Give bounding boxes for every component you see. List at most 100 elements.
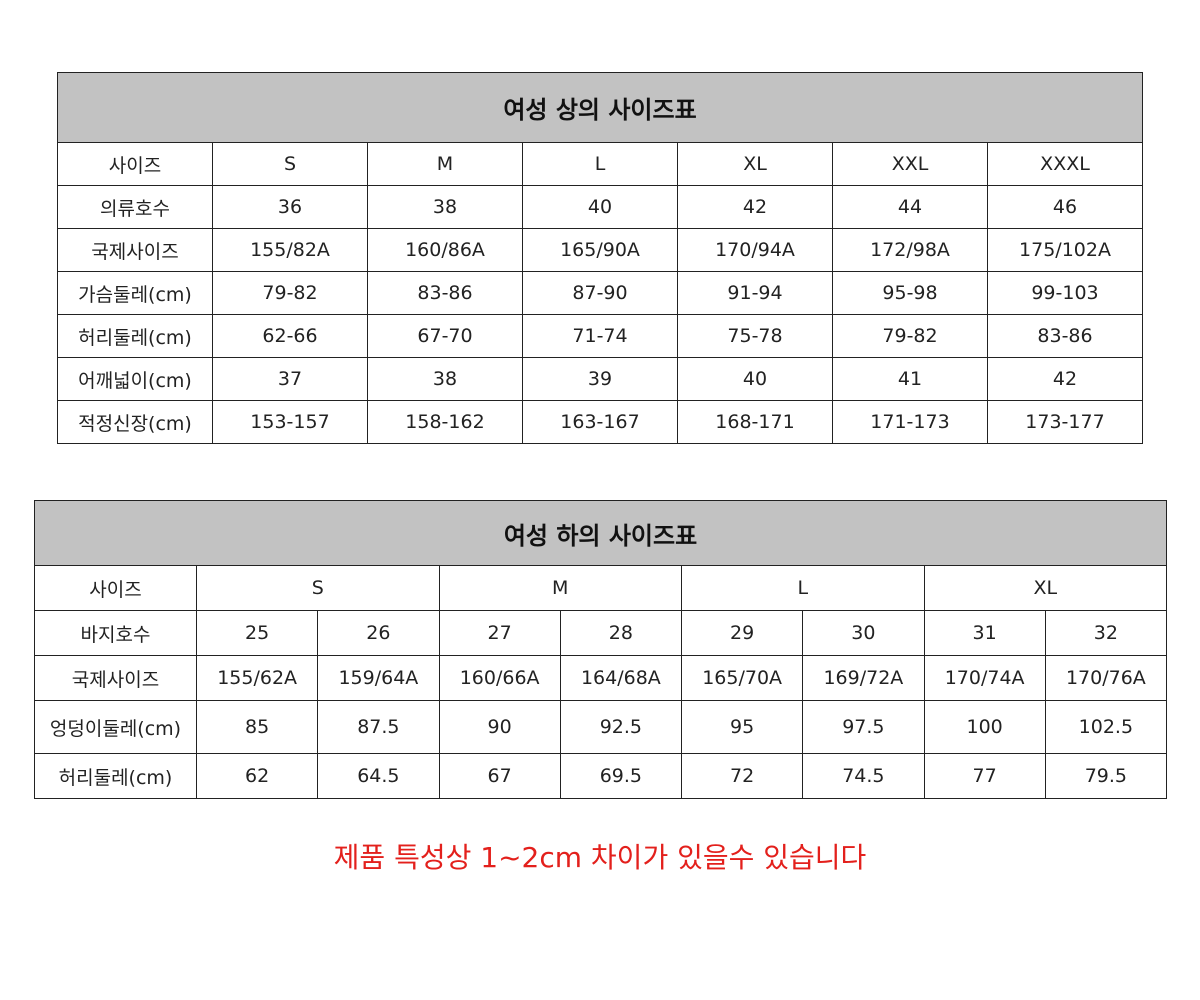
table-cell: 40 [677,357,833,401]
table-cell: 62-66 [212,314,368,358]
table-cell: 92.5 [559,700,683,754]
table-row: 허리둘레(cm) 62 64.5 67 69.5 72 74.5 77 79.5 [34,753,1168,799]
table-cell: 26 [317,610,440,656]
bottom-table-title: 여성 하의 사이즈표 [34,500,1167,566]
table-cell: 42 [987,357,1143,401]
table-cell: 91-94 [677,271,833,315]
row-label: 엉덩이둘레(cm) [34,700,197,754]
table-cell: 87-90 [522,271,678,315]
table-cell: 29 [680,610,804,656]
table-cell: 37 [212,357,368,401]
table-cell: 170/94A [677,228,833,272]
table-cell: 163-167 [522,400,678,444]
bottom-size-table: 여성 하의 사이즈표 사이즈 S M L XL 바지호수 25 26 27 28 29 30… [34,500,1168,799]
row-label: 허리둘레(cm) [57,314,213,358]
table-row: 허리둘레(cm) 62-66 67-70 71-74 75-78 79-82 83-86 [57,314,1143,358]
table-cell: 83-86 [367,271,523,315]
table-row: 사이즈 S M L XL XXL XXXL [57,142,1143,186]
table-cell: 168-171 [677,400,833,444]
table-cell: 67 [438,753,561,799]
table-cell: 69.5 [559,753,683,799]
table-cell: 102.5 [1044,700,1168,754]
table-cell: 46 [987,185,1143,229]
table-cell: 38 [367,185,523,229]
table-cell: 79-82 [832,314,988,358]
table-cell: 173-177 [987,400,1143,444]
table-cell: 77 [923,753,1046,799]
table-cell: 155/82A [212,228,368,272]
table-row: 국제사이즈 155/82A 160/86A 165/90A 170/94A 172/98A… [57,228,1143,272]
table-cell: 95 [680,700,804,754]
row-label: 국제사이즈 [34,655,197,701]
table-cell: 165/90A [522,228,678,272]
row-label: 바지호수 [34,610,197,656]
table-cell: 28 [559,610,683,656]
row-label: 가슴둘레(cm) [57,271,213,315]
table-cell: 171-173 [832,400,988,444]
table-cell: 39 [522,357,678,401]
table-cell: 40 [522,185,678,229]
table-cell: 160/86A [367,228,523,272]
table-row: 의류호수 36 38 40 42 44 46 [57,185,1143,229]
table-row: 가슴둘레(cm) 79-82 83-86 87-90 91-94 95-98 99-103 [57,271,1143,315]
row-label: 사이즈 [57,142,213,186]
table-cell: 175/102A [987,228,1143,272]
table-cell: 169/72A [802,655,925,701]
row-label: 적정신장(cm) [57,400,213,444]
row-label: 어깨넓이(cm) [57,357,213,401]
size-cell: S [196,565,440,611]
table-cell: 25 [195,610,319,656]
table-cell: 99-103 [987,271,1143,315]
table-cell: 85 [195,700,319,754]
table-cell: 62 [195,753,319,799]
row-label: 의류호수 [57,185,213,229]
table-cell: 170/74A [923,655,1046,701]
table-cell: 97.5 [802,700,925,754]
table-cell: L [522,142,678,186]
table-cell: XXXL [987,142,1143,186]
table-cell: 41 [832,357,988,401]
table-cell: 153-157 [212,400,368,444]
table-cell: 172/98A [832,228,988,272]
table-cell: 27 [438,610,561,656]
table-cell: 75-78 [677,314,833,358]
top-size-table: 여성 상의 사이즈표 사이즈 S M L XL XXL XXXL 의류호수 36 38 40 42 44… [57,72,1143,444]
row-label: 허리둘레(cm) [34,753,197,799]
table-cell: 164/68A [559,655,683,701]
table-cell: 42 [677,185,833,229]
table-row: 어깨넓이(cm) 37 38 39 40 41 42 [57,357,1143,401]
table-cell: 165/70A [680,655,804,701]
table-cell: 72 [680,753,804,799]
table-cell: 90 [438,700,561,754]
table-cell: 32 [1044,610,1168,656]
table-cell: 36 [212,185,368,229]
table-cell: 95-98 [832,271,988,315]
table-cell: 79.5 [1044,753,1168,799]
row-label: 사이즈 [34,565,197,611]
top-table-title: 여성 상의 사이즈표 [57,72,1143,143]
table-cell: M [367,142,523,186]
size-cell: M [438,565,682,611]
table-cell: 44 [832,185,988,229]
table-cell: 159/64A [317,655,440,701]
table-cell: 83-86 [987,314,1143,358]
table-cell: 64.5 [317,753,440,799]
table-cell: 71-74 [522,314,678,358]
table-cell: 100 [923,700,1046,754]
table-cell: 67-70 [367,314,523,358]
table-cell: XL [677,142,833,186]
table-row: 적정신장(cm) 153-157 158-162 163-167 168-171 171-… [57,400,1143,444]
table-row: 바지호수 25 26 27 28 29 30 31 32 [34,610,1168,656]
size-cell: L [681,565,925,611]
table-cell: 79-82 [212,271,368,315]
table-row: 사이즈 S M L XL [34,565,1167,611]
table-row: 국제사이즈 155/62A 159/64A 160/66A 164/68A 165/70A… [34,655,1168,701]
table-cell: S [212,142,368,186]
size-cell: XL [923,565,1167,611]
table-cell: XXL [832,142,988,186]
table-cell: 31 [923,610,1046,656]
table-cell: 158-162 [367,400,523,444]
table-cell: 74.5 [802,753,925,799]
table-cell: 87.5 [317,700,440,754]
table-cell: 155/62A [195,655,319,701]
